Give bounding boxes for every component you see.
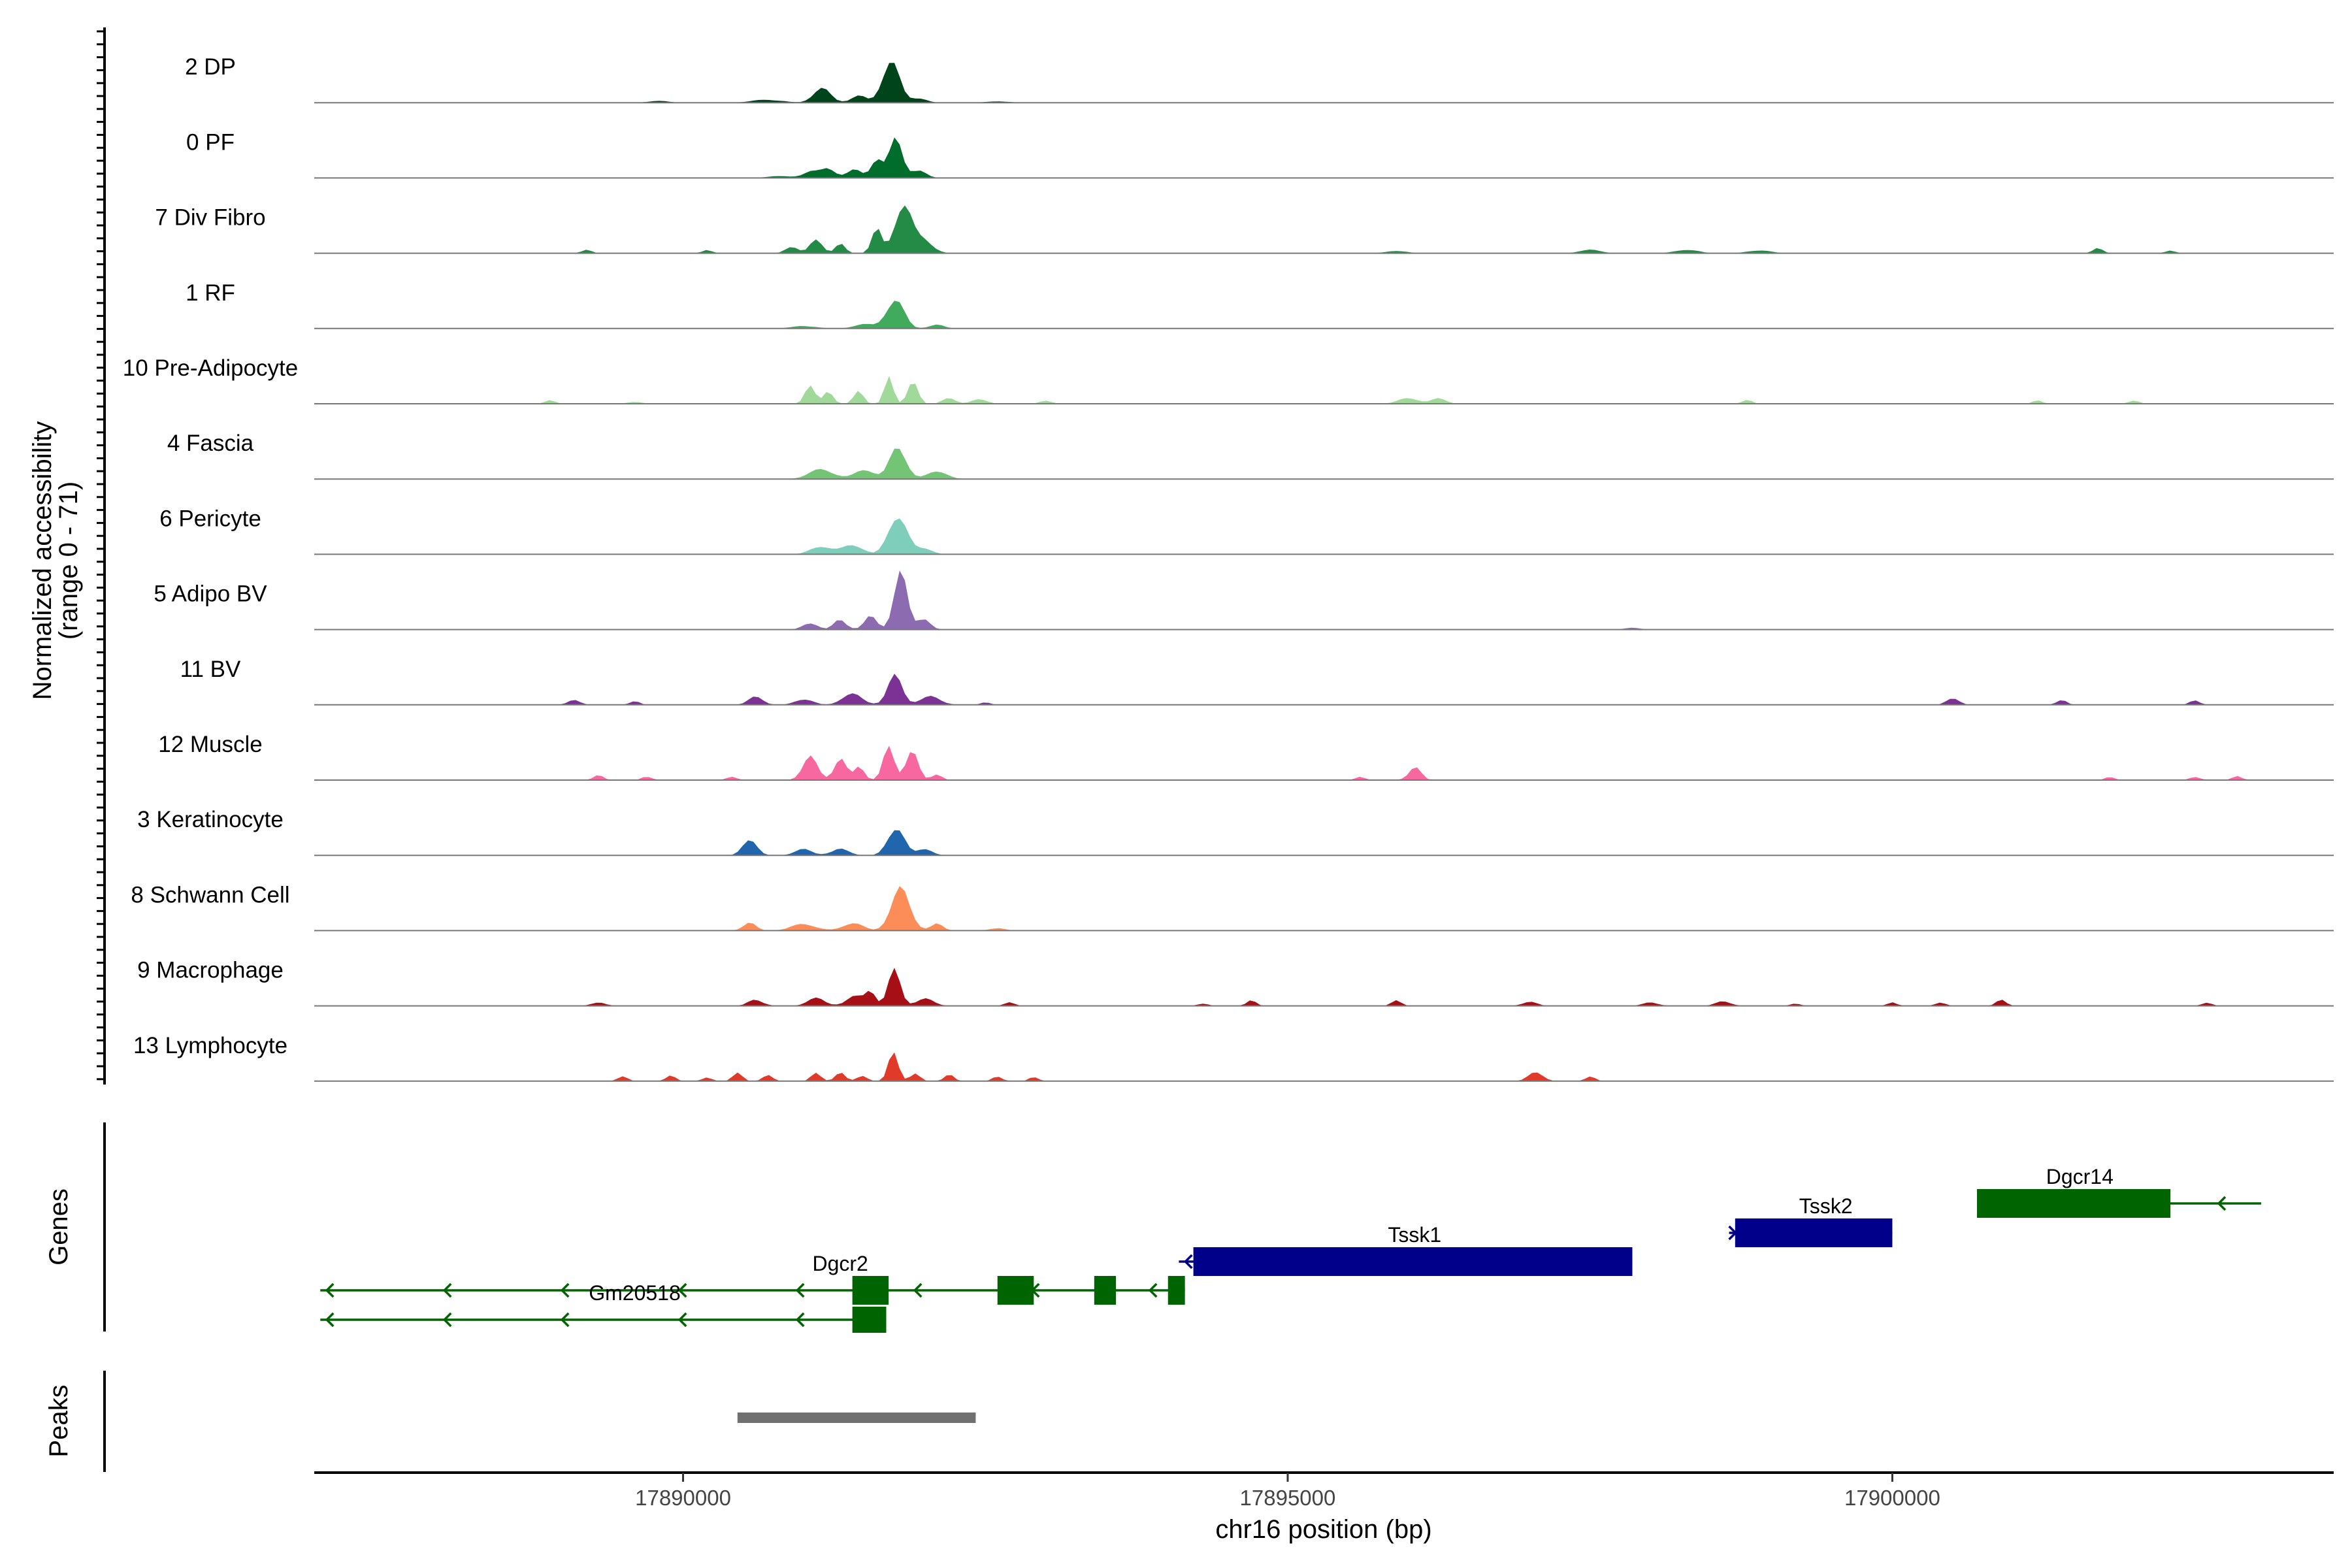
gene-gm20518: Gm20518 [320, 1281, 887, 1333]
gene-tssk2: Tssk2 [1728, 1194, 1893, 1247]
x-axis-title: chr16 position (bp) [1215, 1515, 1431, 1544]
strand-arrow [2217, 1196, 2227, 1211]
gene-exon [1094, 1276, 1117, 1305]
accessibility-axis: Normalized accessibility (range 0 - 71) [28, 27, 106, 1085]
track-label: 13 Lymphocyte [133, 1033, 287, 1058]
track-label: 6 Pericyte [159, 506, 261, 531]
track-8-schwann-cell: 8 Schwann Cell [131, 882, 2334, 932]
coverage-area [314, 674, 2334, 705]
gene-label: Gm20518 [589, 1281, 681, 1305]
strand-arrow [1148, 1282, 1158, 1298]
track-label: 8 Schwann Cell [131, 882, 289, 907]
strand-arrow [442, 1282, 452, 1298]
gene-label: Tssk2 [1799, 1194, 1853, 1218]
position-axis: 17890000 17895000 17900000 chr16 position … [314, 1471, 2334, 1544]
track-9-macrophage: 9 Macrophage [137, 958, 2334, 1007]
track-10-pre-adipocyte: 10 Pre-Adipocyte [123, 355, 2334, 404]
track-13-lymphocyte: 13 Lymphocyte [133, 1033, 2334, 1082]
gene-tssk1: Tssk1 [1179, 1223, 1633, 1276]
strand-arrow [560, 1282, 570, 1298]
coverage-area [314, 830, 2334, 856]
track-4-fascia: 4 Fascia [167, 431, 2334, 480]
strand-arrow [1183, 1254, 1193, 1269]
gene-label: Dgcr2 [812, 1252, 868, 1275]
gene-models: Dgcr2 Gm20518 Tssk1 Tssk2 Dgcr14 [320, 1165, 2261, 1333]
gene-exon [852, 1307, 887, 1333]
track-label: 3 Keratinocyte [137, 807, 284, 832]
x-axis-ticks: 17890000 17895000 17900000 [635, 1473, 1940, 1510]
coverage-area [314, 205, 2334, 253]
gene-label: Dgcr14 [2046, 1165, 2114, 1188]
gene-exon [1976, 1189, 2171, 1218]
track-11-bv: 11 BV [180, 657, 2334, 706]
gene-exon [1168, 1276, 1185, 1305]
gene-exon [852, 1276, 889, 1305]
track-label: 10 Pre-Adipocyte [123, 355, 298, 381]
track-label: 0 PF [186, 129, 235, 155]
coverage-area [314, 448, 2334, 480]
track-2-dp: 2 DP [185, 54, 2334, 104]
track-0-pf: 0 PF [186, 129, 2334, 179]
gene-label: Tssk1 [1388, 1223, 1441, 1247]
coverage-area [314, 376, 2334, 404]
accessibility-axis-ticks [97, 30, 105, 1081]
coverage-area [314, 570, 2334, 630]
strand-arrow [795, 1312, 805, 1328]
peaks-axis-title: Peaks [44, 1384, 73, 1457]
strand-arrow [325, 1282, 335, 1298]
track-3-keratinocyte: 3 Keratinocyte [137, 807, 2334, 857]
x-tick-label: 17890000 [635, 1486, 731, 1510]
track-5-adipo-bv: 5 Adipo BV [154, 570, 2334, 630]
coverage-area [314, 518, 2334, 555]
strand-arrow [325, 1312, 335, 1328]
coverage-area [314, 63, 2334, 103]
peak-region-bar [737, 1413, 976, 1423]
coverage-area [314, 137, 2334, 178]
x-tick-label: 17900000 [1844, 1486, 1940, 1510]
x-tick-label: 17895000 [1240, 1486, 1336, 1510]
gene-exon [997, 1276, 1034, 1305]
strand-arrow [678, 1312, 687, 1328]
coverage-area [314, 301, 2334, 329]
track-label: 1 RF [186, 280, 235, 306]
peak-regions [737, 1413, 976, 1423]
track-label: 4 Fascia [167, 431, 254, 456]
y-axis-title-line1: Normalized accessibility [28, 421, 57, 700]
gene-exon [1735, 1218, 1893, 1247]
strand-arrow [913, 1282, 923, 1298]
coverage-area [314, 968, 2334, 1006]
track-label: 2 DP [185, 54, 236, 80]
track-label: 12 Muscle [158, 732, 263, 757]
track-12-muscle: 12 Muscle [158, 732, 2334, 781]
coverage-area [314, 745, 2334, 780]
gene-dgcr14: Dgcr14 [1976, 1165, 2261, 1218]
peaks-panel: Peaks [44, 1371, 976, 1472]
strand-arrow [678, 1282, 687, 1298]
genes-panel: Genes Dgcr2 Gm20518 Tssk1 Tssk2 Dgcr14 [44, 1122, 2261, 1333]
track-label: 11 BV [180, 657, 241, 682]
track-1-rf: 1 RF [186, 280, 2334, 329]
track-label: 5 Adipo BV [154, 581, 267, 607]
coverage-tracks: 2 DP 0 PF 7 Div Fibro 1 RF 10 Pre-Adipocyte 4… [123, 54, 2334, 1082]
track-label: 7 Div Fibro [155, 205, 265, 231]
strand-arrow [795, 1282, 805, 1298]
genes-axis-title: Genes [44, 1188, 73, 1266]
strand-arrow [442, 1312, 452, 1328]
gene-dgcr2: Dgcr2 [320, 1252, 1185, 1305]
track-label: 9 Macrophage [137, 958, 284, 983]
y-axis-title-line2: (range 0 - 71) [54, 482, 83, 640]
strand-arrow [560, 1312, 570, 1328]
gene-exon [1193, 1247, 1633, 1276]
coverage-area [314, 1052, 2334, 1081]
coverage-area [314, 886, 2334, 931]
track-7-div-fibro: 7 Div Fibro [155, 205, 2334, 254]
track-6-pericyte: 6 Pericyte [159, 506, 2334, 555]
